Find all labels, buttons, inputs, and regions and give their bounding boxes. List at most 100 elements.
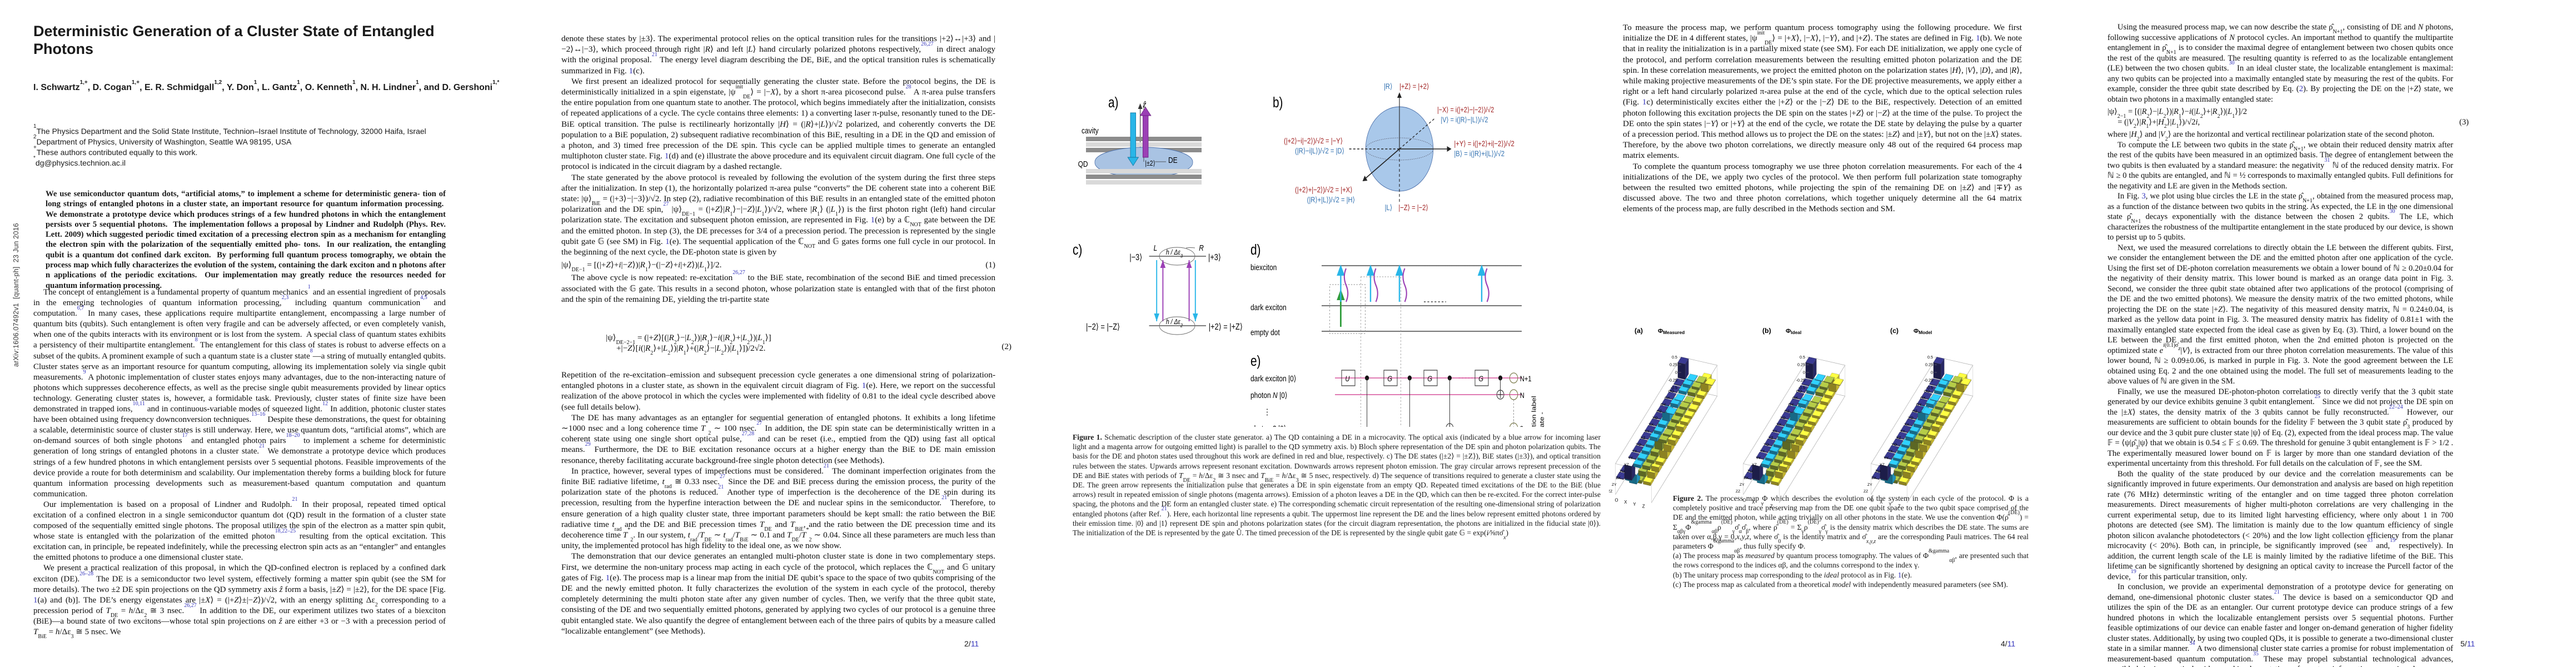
svg-text:ZX: ZX [1743, 476, 1748, 480]
svg-text:ZZ: ZZ [1864, 490, 1868, 494]
svg-text:|V⟩ = i(|R⟩−|L⟩)/√2: |V⟩ = i(|R⟩−|L⟩)/√2 [1441, 116, 1488, 124]
svg-text:DE: DE [1168, 156, 1178, 165]
svg-text:G: G [1427, 375, 1432, 383]
svg-text:-0.5: -0.5 [1926, 385, 1933, 390]
svg-text:h / Δε3: h / Δε3 [1166, 248, 1183, 258]
svg-text:b): b) [1273, 94, 1283, 111]
svg-text:Cluster state -: Cluster state - [1538, 412, 1545, 427]
svg-text:YY: YY [1756, 456, 1761, 460]
svg-text:(|+2⟩−i|−2⟩)/√2 = |−Y⟩: (|+2⟩−i|−2⟩)/√2 = |−Y⟩ [1284, 137, 1343, 145]
svg-text:XO: XO [1908, 416, 1914, 420]
svg-text:|−2⟩ = |−Z⟩: |−2⟩ = |−Z⟩ [1086, 322, 1120, 332]
svg-text:(|R⟩+|L⟩)/√2 = |H⟩: (|R⟩+|L⟩)/√2 = |H⟩ [1307, 196, 1355, 204]
svg-text:ZX: ZX [1871, 476, 1876, 480]
svg-text:QD: QD [1078, 160, 1088, 169]
svg-text:ZZ: ZZ [1609, 490, 1612, 494]
svg-text:|−X⟩ = i(|+2⟩−|−2⟩)/√2: |−X⟩ = i(|+2⟩−|−2⟩)/√2 [1437, 106, 1494, 114]
svg-text:0.5: 0.5 [1672, 355, 1677, 360]
svg-text:ZY: ZY [1867, 483, 1872, 487]
svg-text:OX: OX [1920, 396, 1926, 400]
svg-text:YY: YY [1628, 456, 1633, 460]
svg-text:a): a) [1108, 94, 1118, 111]
svg-text:ΦMeasured: ΦMeasured [1658, 328, 1685, 335]
svg-text:(|R⟩−i|L⟩)/√2 = |D⟩: (|R⟩−i|L⟩)/√2 = |D⟩ [1295, 147, 1344, 155]
svg-text:YZ: YZ [1624, 463, 1629, 467]
svg-text:XX: XX [1776, 423, 1782, 427]
svg-text:biexciton: biexciton [1250, 263, 1277, 272]
svg-text:Y: Y [1761, 502, 1764, 507]
svg-text:YY: YY [1884, 456, 1889, 460]
svg-text:e): e) [1250, 353, 1260, 369]
svg-text:0.25: 0.25 [1925, 362, 1933, 367]
svg-text:qubit position label: qubit position label [1531, 396, 1537, 427]
svg-text:OY: OY [1916, 403, 1922, 407]
svg-text:Z: Z [1770, 504, 1773, 509]
svg-text:OZ: OZ [1785, 410, 1790, 414]
svg-text:YO: YO [1763, 443, 1769, 447]
svg-text:photon N |0⟩: photon N |0⟩ [1250, 391, 1288, 400]
svg-text:(|+2⟩+|−2⟩)/√2 = |+X⟩: (|+2⟩+|−2⟩)/√2 = |+X⟩ [1295, 186, 1352, 194]
svg-text:R: R [1199, 243, 1204, 253]
svg-text:⋮: ⋮ [1264, 407, 1270, 417]
svg-text:|+2⟩ = |+Z⟩: |+2⟩ = |+Z⟩ [1209, 322, 1243, 332]
svg-text:|+3⟩: |+3⟩ [1208, 253, 1221, 263]
svg-text:-0.5: -0.5 [1798, 385, 1805, 390]
svg-text:XO: XO [1652, 416, 1658, 420]
svg-text:YZ: YZ [1880, 463, 1885, 467]
svg-text:dark exciton: dark exciton [1250, 303, 1287, 312]
svg-text:XZ: XZ [1641, 436, 1646, 440]
svg-text:ZO: ZO [1875, 470, 1880, 474]
svg-text:ΦModel: ΦModel [1914, 328, 1932, 335]
svg-text:0: 0 [1931, 370, 1933, 375]
svg-text:OX: OX [1792, 396, 1798, 400]
svg-text:N+1: N+1 [1520, 375, 1532, 383]
svg-text:OO: OO [1924, 390, 1930, 394]
svg-text:d): d) [1250, 242, 1260, 258]
svg-text:O: O [1871, 497, 1874, 502]
svg-text:XY: XY [1900, 430, 1906, 434]
svg-text:cavity: cavity [1082, 126, 1099, 136]
svg-text:|−Z⟩ = |−2⟩: |−Z⟩ = |−2⟩ [1398, 203, 1428, 212]
svg-text:3: 3 [1520, 425, 1523, 427]
svg-text:|±2⟩: |±2⟩ [1145, 160, 1155, 167]
svg-text:OY: OY [1661, 403, 1666, 407]
svg-text:YZ: YZ [1752, 463, 1757, 467]
svg-text:Y: Y [1889, 502, 1892, 507]
svg-text:0.25: 0.25 [1797, 362, 1805, 367]
svg-text:0: 0 [1803, 370, 1805, 375]
svg-text:Z: Z [1642, 504, 1645, 509]
svg-text:L: L [1154, 243, 1158, 253]
svg-text:YX: YX [1760, 450, 1766, 454]
svg-text:YO: YO [1636, 443, 1641, 447]
svg-text:YX: YX [1632, 450, 1638, 454]
svg-text:OX: OX [1665, 396, 1670, 400]
svg-text:XZ: XZ [1896, 436, 1901, 440]
svg-text:XX: XX [1648, 423, 1654, 427]
svg-text:|+Z⟩ = |+2⟩: |+Z⟩ = |+2⟩ [1399, 82, 1429, 91]
svg-text:X: X [1752, 500, 1755, 505]
svg-text:G: G [1478, 375, 1483, 383]
svg-text:OO: OO [1668, 390, 1675, 394]
svg-text:|+Y⟩ = i(|+2⟩+i|−2⟩)/√2: |+Y⟩ = i(|+2⟩+i|−2⟩)/√2 [1454, 140, 1514, 148]
svg-text:ΦIdeal: ΦIdeal [1786, 328, 1801, 335]
svg-text:-0.25: -0.25 [1924, 377, 1933, 382]
svg-text:c): c) [1073, 242, 1082, 258]
svg-text:h / Δε2: h / Δε2 [1166, 318, 1183, 328]
svg-text:ZZ: ZZ [1736, 490, 1740, 494]
svg-text:YX: YX [1888, 450, 1894, 454]
svg-text:0.25: 0.25 [1670, 362, 1677, 367]
svg-text:0.5: 0.5 [1800, 355, 1805, 360]
svg-text:0: 0 [1675, 370, 1677, 375]
svg-text:-0.5: -0.5 [1671, 385, 1677, 390]
svg-text:YO: YO [1891, 443, 1897, 447]
svg-text:empty dot: empty dot [1250, 328, 1280, 337]
svg-text:photon 3 |0⟩: photon 3 |0⟩ [1250, 424, 1287, 427]
svg-text:(b): (b) [1762, 327, 1771, 335]
svg-text:OZ: OZ [1912, 410, 1917, 414]
svg-text:|−3⟩: |−3⟩ [1129, 253, 1142, 263]
svg-text:ZY: ZY [1612, 483, 1617, 487]
svg-text:(a): (a) [1635, 327, 1643, 335]
svg-text:Y: Y [1633, 502, 1636, 507]
svg-text:O: O [1743, 497, 1746, 502]
svg-text:ZX: ZX [1616, 476, 1621, 480]
